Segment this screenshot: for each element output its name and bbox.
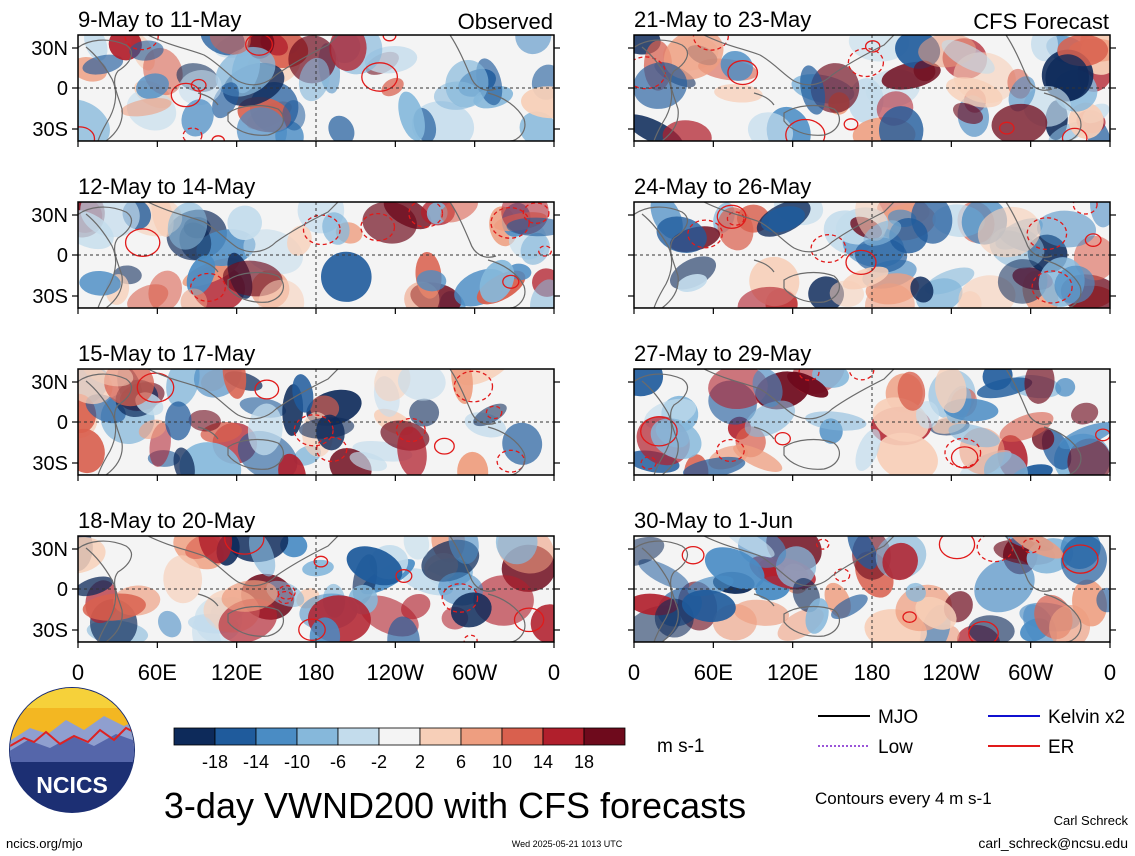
colorbar-swatch [501,727,544,746]
colorbar-label: 10 [492,752,512,772]
y-tick-label: 30S [32,620,68,642]
y-tick-label: 30S [32,119,68,141]
footer-email: carl_schreck@ncsu.edu [978,835,1128,851]
x-tick-label: 0 [1104,660,1116,685]
panel-title: 18-May to 20-May [78,508,255,533]
y-tick-label: 30S [32,286,68,308]
logo-text: NCICS [36,772,108,798]
legend-label: ER [1048,737,1074,758]
y-tick-label: 30S [32,453,68,475]
panels: 30N 0 30S 9-May to 11-May 30N 0 30S 12-May to 1… [31,7,1116,648]
map-panel: 30N 0 30S 9-May to 11-May [31,7,560,147]
colorbar-label: -14 [243,752,269,772]
footer-url: ncics.org/mjo [6,836,83,851]
x-tick-label: 60W [1008,660,1053,685]
map-panel: 27-May to 29-May [628,341,1116,481]
x-tick-label: 0 [72,660,84,685]
colorbar-label: -6 [330,752,346,772]
ncics-logo: NCICS [9,687,135,813]
colorbar-label: 2 [415,752,425,772]
panel-title: 30-May to 1-Jun [634,508,793,533]
x-axis-labels: 0 60E 120E 180 120W 60W 0 0 60E 120E 180 120W 60W 0 [72,660,1116,685]
y-tick-label: 0 [57,412,68,434]
x-tick-label: 120W [923,660,981,685]
map-panel: 30N 0 30S 18-May to 20-May [31,508,560,648]
panel-title: 15-May to 17-May [78,341,255,366]
panel-title: 24-May to 26-May [634,174,811,199]
colorbar-label: 18 [574,752,594,772]
panel-title: 9-May to 11-May [78,7,241,32]
x-tick-label: 60E [694,660,733,685]
colorbar-swatch [378,727,421,746]
colorbar-swatch [583,727,626,746]
colorbar-label: -18 [202,752,228,772]
colorbar-swatch [419,727,462,746]
x-tick-label: 120E [767,660,818,685]
legend-label: Kelvin x2 [1048,707,1125,728]
map-panel: 30N 0 30S 15-May to 17-May [31,341,560,481]
colorbar-swatch [214,727,257,746]
colorbar-swatch [337,727,380,746]
x-tick-label: 60E [138,660,177,685]
x-tick-label: 60W [452,660,497,685]
y-tick-label: 0 [57,579,68,601]
colorbar-swatch [460,727,503,746]
contour-note: Contours every 4 m s-1 [815,789,992,808]
figure-title: 3-day VWND200 with CFS forecasts [164,785,746,826]
x-tick-label: 120W [367,660,425,685]
colorbar-label: 6 [456,752,466,772]
panel-title: 12-May to 14-May [78,174,255,199]
colorbar-label: -10 [284,752,310,772]
x-tick-label: 180 [854,660,891,685]
y-tick-label: 0 [57,78,68,100]
observed-label: Observed [458,9,553,34]
y-tick-label: 30N [31,205,68,227]
y-tick-label: 0 [57,245,68,267]
map-panel: 21-May to 23-May [628,7,1116,147]
x-tick-label: 0 [548,660,560,685]
colorbar-swatch [173,727,216,746]
y-tick-label: 30N [31,38,68,60]
legend: MJO Kelvin x2 Low ER [818,707,1125,758]
map-panel: 30N 0 30S 12-May to 14-May [31,174,560,314]
x-tick-label: 120E [211,660,262,685]
forecast-label: CFS Forecast [973,9,1109,34]
map-panel: 30-May to 1-Jun [628,508,1116,648]
colorbar-swatch [255,727,298,746]
colorbar-label: 14 [533,752,553,772]
colorbar-label: -2 [371,752,387,772]
colorbar-swatch [296,727,339,746]
colorbar-swatch [542,727,585,746]
map-panel: 24-May to 26-May [628,174,1116,314]
y-tick-label: 30N [31,372,68,394]
legend-label: MJO [878,707,918,728]
panel-title: 27-May to 29-May [634,341,811,366]
colorbar-units: m s-1 [657,736,705,757]
legend-label: Low [878,737,913,758]
footer-author: Carl Schreck [1054,813,1129,828]
x-tick-label: 180 [298,660,335,685]
panel-title: 21-May to 23-May [634,7,811,32]
footer-timestamp: Wed 2025-05-21 1013 UTC [512,839,623,849]
x-tick-label: 0 [628,660,640,685]
y-tick-label: 30N [31,539,68,561]
colorbar: -18 -14 -10 -6 -2 2 6 10 14 18 [173,727,626,772]
